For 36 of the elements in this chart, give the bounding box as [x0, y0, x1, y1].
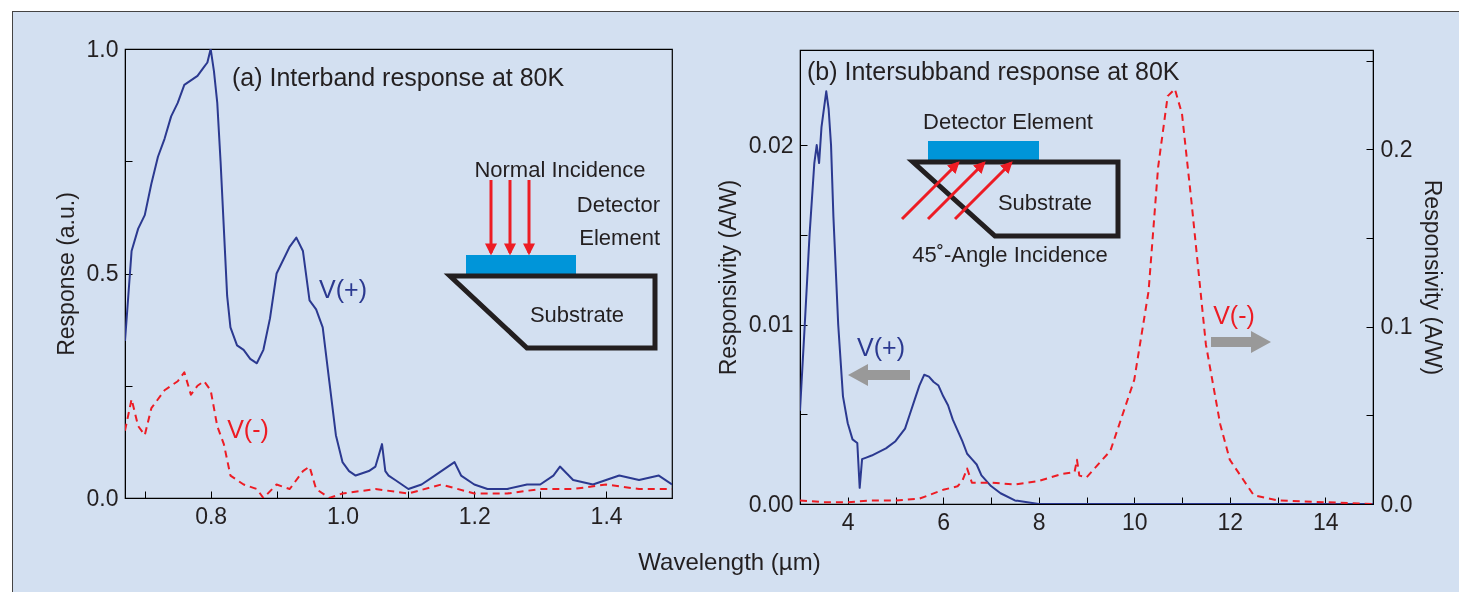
x-tick-label: 1.2: [458, 502, 491, 529]
y-tick-label: 1.0: [86, 35, 119, 62]
y-axis-title: Responsivity (A/W): [714, 179, 741, 376]
y-tick-label: 0.02: [748, 131, 794, 158]
y2-tick-label: 0.0: [1380, 490, 1413, 517]
x-tick-label: 1.0: [326, 502, 359, 529]
annotation: Substrate: [529, 302, 625, 327]
annotation: Substrate: [997, 190, 1093, 215]
y-axis-title: Response (a.u.): [52, 192, 79, 356]
x-tick-label: 6: [937, 508, 951, 535]
y-tick-label: 0.5: [86, 260, 119, 286]
series-label: V(-): [1213, 301, 1255, 329]
x-axis-title: Wavelength (µm): [637, 548, 822, 576]
y2-tick-label: 0.2: [1380, 135, 1413, 162]
series-label: V(+): [319, 275, 367, 303]
x-tick-label: 4: [841, 508, 855, 535]
series-label: V(+): [857, 333, 905, 361]
series-label: V(-): [227, 415, 269, 443]
text: (a) Interband response at 80K: [232, 63, 565, 91]
x-tick-label: 10: [1121, 508, 1148, 535]
annotation: 45˚-Angle Incidence: [912, 242, 1108, 267]
y2-axis-title: Responsivity (A/W): [1420, 179, 1447, 376]
x-tick-label: 12: [1217, 508, 1244, 535]
y-tick-label: 0.01: [748, 311, 794, 338]
annotation: Detector Element: [576, 192, 660, 250]
x-tick-label: 1.4: [590, 502, 623, 529]
line-series: [125, 49, 672, 491]
y-tick-label: 0.0: [86, 484, 119, 511]
y-tick-label: 0.00: [748, 490, 794, 517]
x-tick-label: 8: [1032, 508, 1046, 535]
annotation: Normal Incidence: [474, 157, 646, 182]
y2-tick-label: 0.1: [1380, 313, 1413, 340]
chart-title: (b) Intersubband response at 80K: [807, 57, 1180, 85]
x-tick-label: 0.8: [195, 502, 228, 529]
annotation: Detector Element: [923, 109, 1093, 134]
x-tick-label: 14: [1312, 508, 1339, 535]
